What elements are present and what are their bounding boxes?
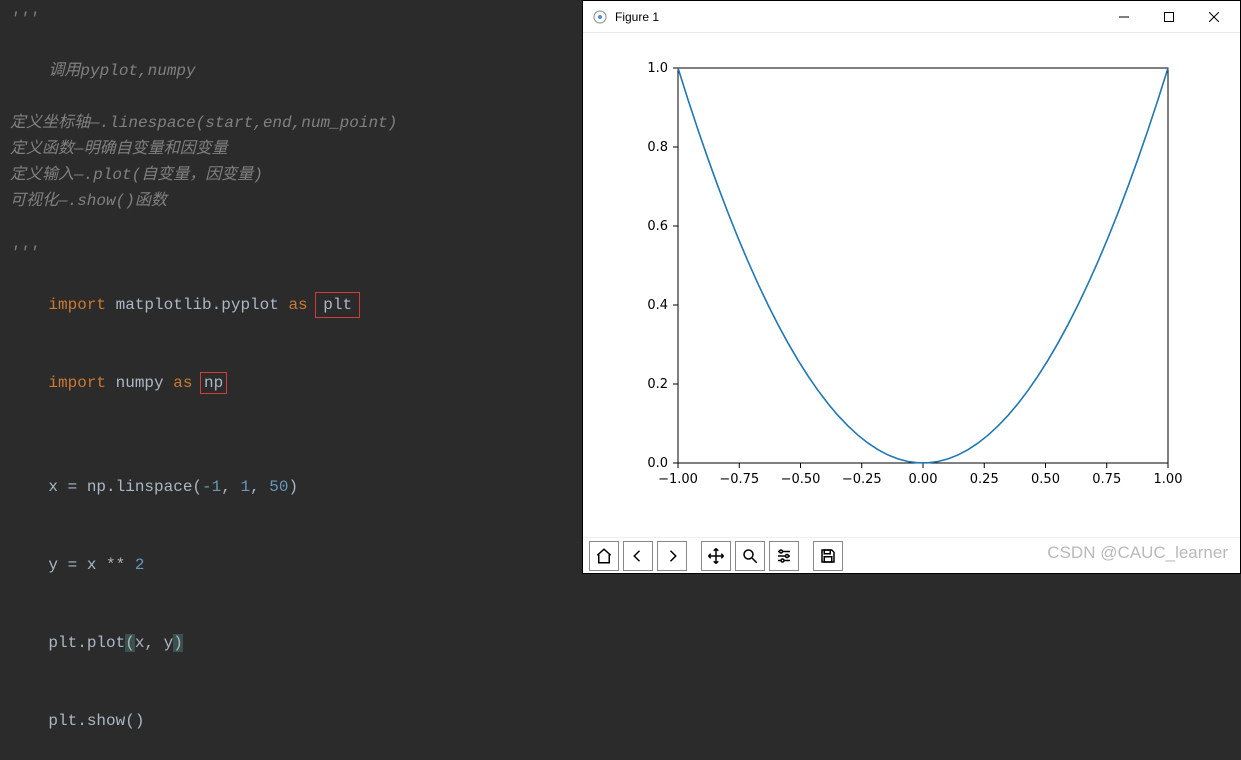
- svg-text:−0.75: −0.75: [719, 472, 759, 487]
- svg-text:0.25: 0.25: [970, 472, 999, 487]
- blank-line: [10, 214, 572, 240]
- pan-button[interactable]: [701, 541, 731, 571]
- comment-line: 定义输入—.plot(自变量，因变量): [10, 162, 572, 188]
- svg-text:0.8: 0.8: [647, 140, 668, 155]
- comment-line: 调用pyplot,numpy: [10, 32, 572, 110]
- forward-button[interactable]: [657, 541, 687, 571]
- svg-text:0.00: 0.00: [909, 472, 938, 487]
- svg-text:0.4: 0.4: [647, 298, 668, 313]
- comment-line: 定义坐标轴—.linespace(start,end,num_point): [10, 110, 572, 136]
- code-line-x: x = np.linspace(-1, 1, 50): [10, 448, 572, 526]
- code-line-import2: import numpy as np: [10, 344, 572, 422]
- svg-text:0.75: 0.75: [1092, 472, 1121, 487]
- figure-toolbar: [583, 537, 1240, 573]
- config-button[interactable]: [769, 541, 799, 571]
- comment-line: ''': [10, 6, 572, 32]
- svg-text:−1.00: −1.00: [658, 472, 698, 487]
- code-editor[interactable]: ''' 调用pyplot,numpy 定义坐标轴—.linespace(star…: [0, 0, 582, 574]
- home-button[interactable]: [589, 541, 619, 571]
- app-icon: [591, 8, 609, 26]
- maximize-button[interactable]: [1146, 2, 1191, 32]
- chart-canvas: −1.00−0.75−0.50−0.250.000.250.500.751.00…: [583, 33, 1241, 503]
- svg-text:1.0: 1.0: [647, 61, 668, 76]
- comment-line: 可视化—.show()函数: [10, 188, 572, 214]
- svg-text:−0.50: −0.50: [781, 472, 821, 487]
- titlebar[interactable]: Figure 1: [583, 1, 1240, 33]
- svg-text:0.0: 0.0: [647, 456, 668, 471]
- svg-text:0.50: 0.50: [1031, 472, 1060, 487]
- highlight-np: np: [202, 374, 225, 392]
- minimize-button[interactable]: [1101, 2, 1146, 32]
- blank-line: [10, 422, 572, 448]
- figure-window: Figure 1 −1.00 −0.75 −0.50 −0.25 0.00 0.25 0.5…: [582, 0, 1241, 574]
- highlight-plt: plt: [317, 294, 358, 316]
- code-line-y: y = x ** 2: [10, 526, 572, 604]
- zoom-button[interactable]: [735, 541, 765, 571]
- comment-line: ''': [10, 240, 572, 266]
- code-line-import1: import matplotlib.pyplot as plt: [10, 266, 572, 344]
- window-title: Figure 1: [615, 10, 659, 24]
- comment-line: 定义函数—明确自变量和因变量: [10, 136, 572, 162]
- code-line-plot: plt.plot(x, y): [10, 604, 572, 682]
- svg-text:0.6: 0.6: [647, 219, 668, 234]
- save-button[interactable]: [813, 541, 843, 571]
- close-button[interactable]: [1191, 2, 1236, 32]
- svg-text:1.00: 1.00: [1154, 472, 1183, 487]
- back-button[interactable]: [623, 541, 653, 571]
- svg-text:−0.25: −0.25: [842, 472, 882, 487]
- plot-area[interactable]: −1.00−0.75−0.50−0.250.000.250.500.751.00…: [583, 33, 1240, 537]
- svg-text:0.2: 0.2: [647, 377, 668, 392]
- code-line-show: plt.show(): [10, 682, 572, 760]
